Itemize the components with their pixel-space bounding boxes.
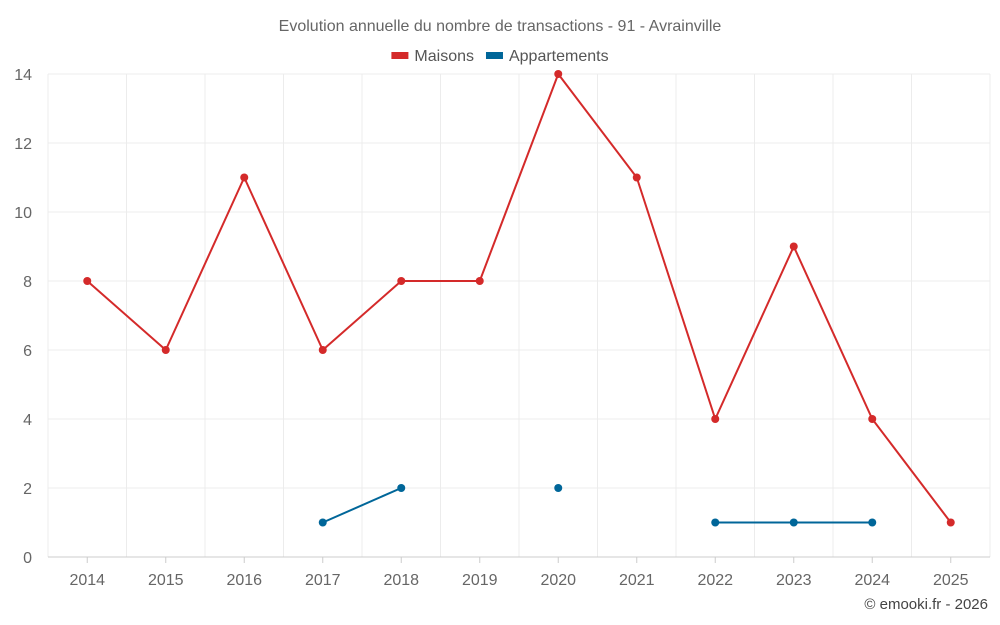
x-tick-label: 2021: [619, 572, 655, 589]
data-point[interactable]: [868, 415, 877, 423]
y-tick-label: 2: [23, 481, 32, 498]
y-tick-label: 0: [23, 550, 32, 567]
data-point[interactable]: [397, 277, 406, 285]
x-tick-label: 2024: [854, 572, 890, 589]
y-tick-label: 12: [14, 136, 32, 153]
data-point[interactable]: [318, 518, 327, 527]
y-tick-label: 4: [23, 412, 32, 429]
chart-title: Evolution annuelle du nombre de transact…: [279, 18, 722, 35]
data-point[interactable]: [711, 415, 720, 423]
data-point[interactable]: [318, 346, 327, 354]
x-tick-label: 2023: [776, 572, 812, 589]
series-line: [86, 73, 952, 524]
y-tick-label: 6: [23, 343, 32, 360]
data-point[interactable]: [240, 173, 249, 182]
legend-label-appartements[interactable]: Appartements: [509, 48, 609, 65]
x-tick-label: 2025: [933, 572, 969, 589]
data-point[interactable]: [83, 277, 92, 285]
credit-text: © emooki.fr - 2026: [864, 596, 988, 613]
series-appartements: [318, 484, 877, 527]
data-point[interactable]: [632, 173, 641, 182]
legend: Maisons Appartements: [391, 48, 609, 65]
x-tick-label: 2017: [305, 572, 341, 589]
x-tick-label: 2020: [540, 572, 576, 589]
data-point[interactable]: [946, 518, 955, 527]
legend-swatch-maisons: [391, 52, 409, 59]
data-point[interactable]: [789, 242, 798, 251]
x-tick-label: 2015: [148, 572, 184, 589]
data-point[interactable]: [554, 484, 563, 492]
y-tick-label: 10: [14, 205, 32, 222]
series: [83, 70, 955, 527]
x-tick-label: 2018: [383, 572, 419, 589]
data-point[interactable]: [789, 518, 798, 527]
data-point[interactable]: [554, 70, 563, 78]
data-point[interactable]: [161, 346, 170, 354]
y-tick-label: 14: [14, 67, 32, 84]
series-maisons: [83, 70, 955, 527]
data-point[interactable]: [475, 277, 484, 285]
gridlines: [47, 73, 991, 557]
data-point[interactable]: [711, 518, 720, 527]
y-tick-label: 8: [23, 274, 32, 291]
x-tick-label: 2014: [69, 572, 105, 589]
x-tick-label: 2016: [226, 572, 262, 589]
data-point[interactable]: [397, 484, 406, 492]
x-tick-label: 2019: [462, 572, 498, 589]
series-line: [322, 487, 402, 524]
axes: 0 2 4 6 8 10 12 14 2014 2015 2016 2017 2018 2019 2020 2…: [14, 67, 990, 589]
data-point[interactable]: [868, 518, 877, 527]
legend-label-maisons[interactable]: Maisons: [414, 48, 474, 65]
x-tick-label: 2022: [697, 572, 733, 589]
legend-swatch-appartements: [485, 52, 503, 59]
